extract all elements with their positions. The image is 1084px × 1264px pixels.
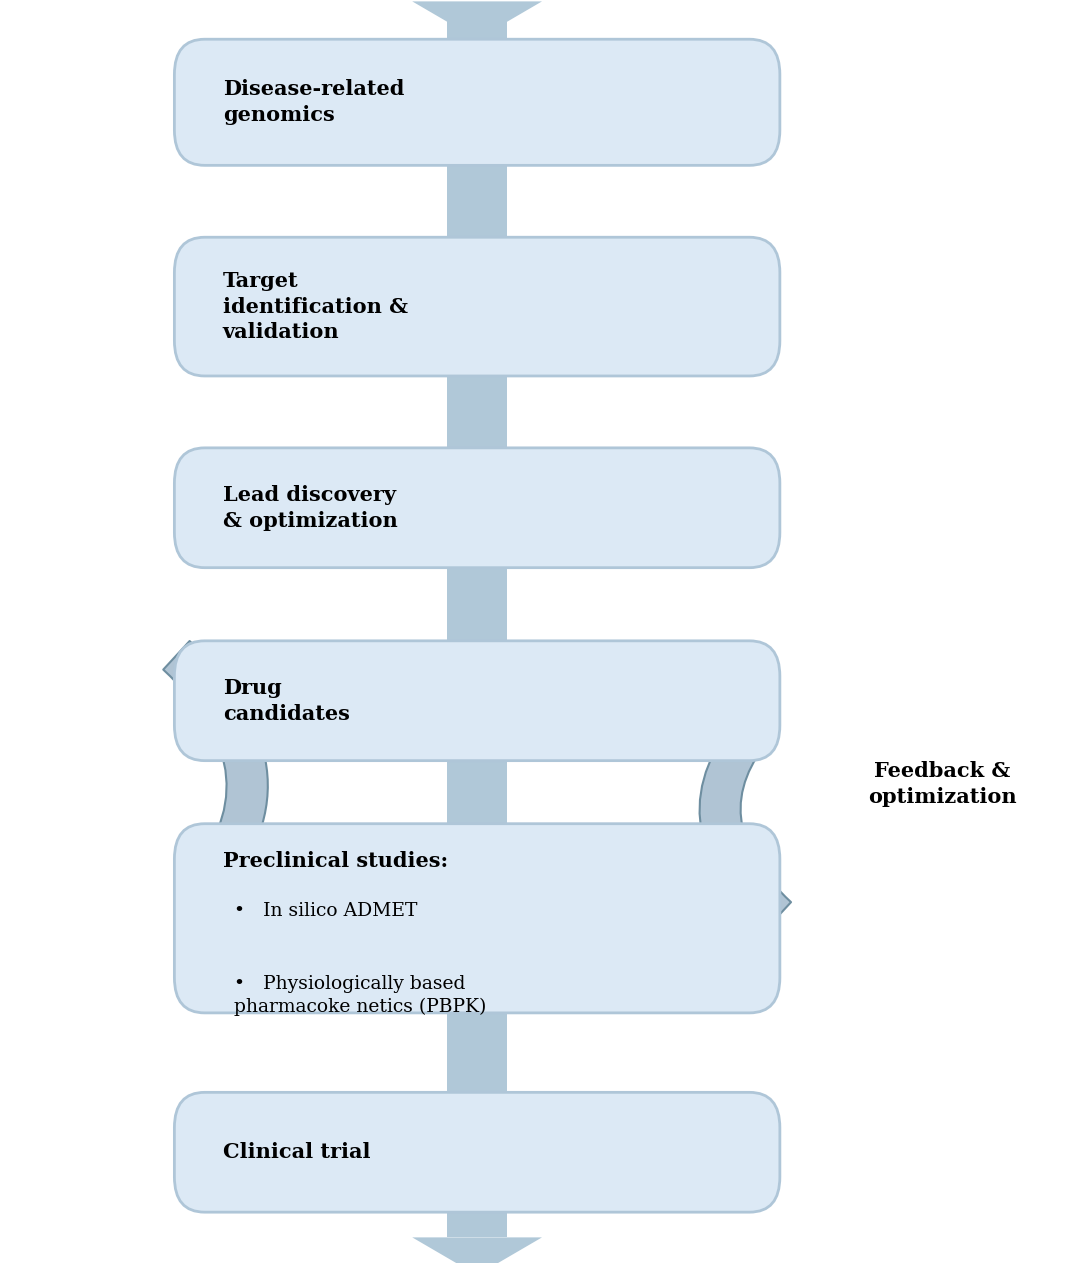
Text: Drug
candidates: Drug candidates <box>223 678 350 723</box>
FancyBboxPatch shape <box>175 447 779 568</box>
Text: Preclinical studies:: Preclinical studies: <box>223 852 448 871</box>
FancyBboxPatch shape <box>175 641 779 761</box>
FancyBboxPatch shape <box>175 824 779 1012</box>
Bar <box>448 1212 507 1237</box>
FancyBboxPatch shape <box>175 1092 779 1212</box>
Polygon shape <box>412 1 542 39</box>
Text: Target
identification &
validation: Target identification & validation <box>223 270 408 343</box>
FancyBboxPatch shape <box>175 238 779 375</box>
Bar <box>448 568 507 641</box>
Polygon shape <box>412 1237 542 1264</box>
Text: Disease-related
genomics: Disease-related genomics <box>223 80 404 125</box>
Text: Lead discovery
& optimization: Lead discovery & optimization <box>223 485 398 531</box>
Bar <box>448 20 507 39</box>
Bar <box>448 166 507 238</box>
FancyArrowPatch shape <box>164 641 268 916</box>
Bar <box>448 375 507 447</box>
Text: •   Physiologically based
pharmacoke netics (PBPK): • Physiologically based pharmacoke netic… <box>234 975 486 1016</box>
Text: •   In silico ADMET: • In silico ADMET <box>234 902 417 920</box>
Bar <box>448 761 507 824</box>
Text: Clinical trial: Clinical trial <box>223 1143 371 1163</box>
FancyArrowPatch shape <box>699 703 791 930</box>
Text: Feedback &
optimization: Feedback & optimization <box>867 761 1017 808</box>
FancyBboxPatch shape <box>175 39 779 166</box>
Bar <box>448 1012 507 1092</box>
